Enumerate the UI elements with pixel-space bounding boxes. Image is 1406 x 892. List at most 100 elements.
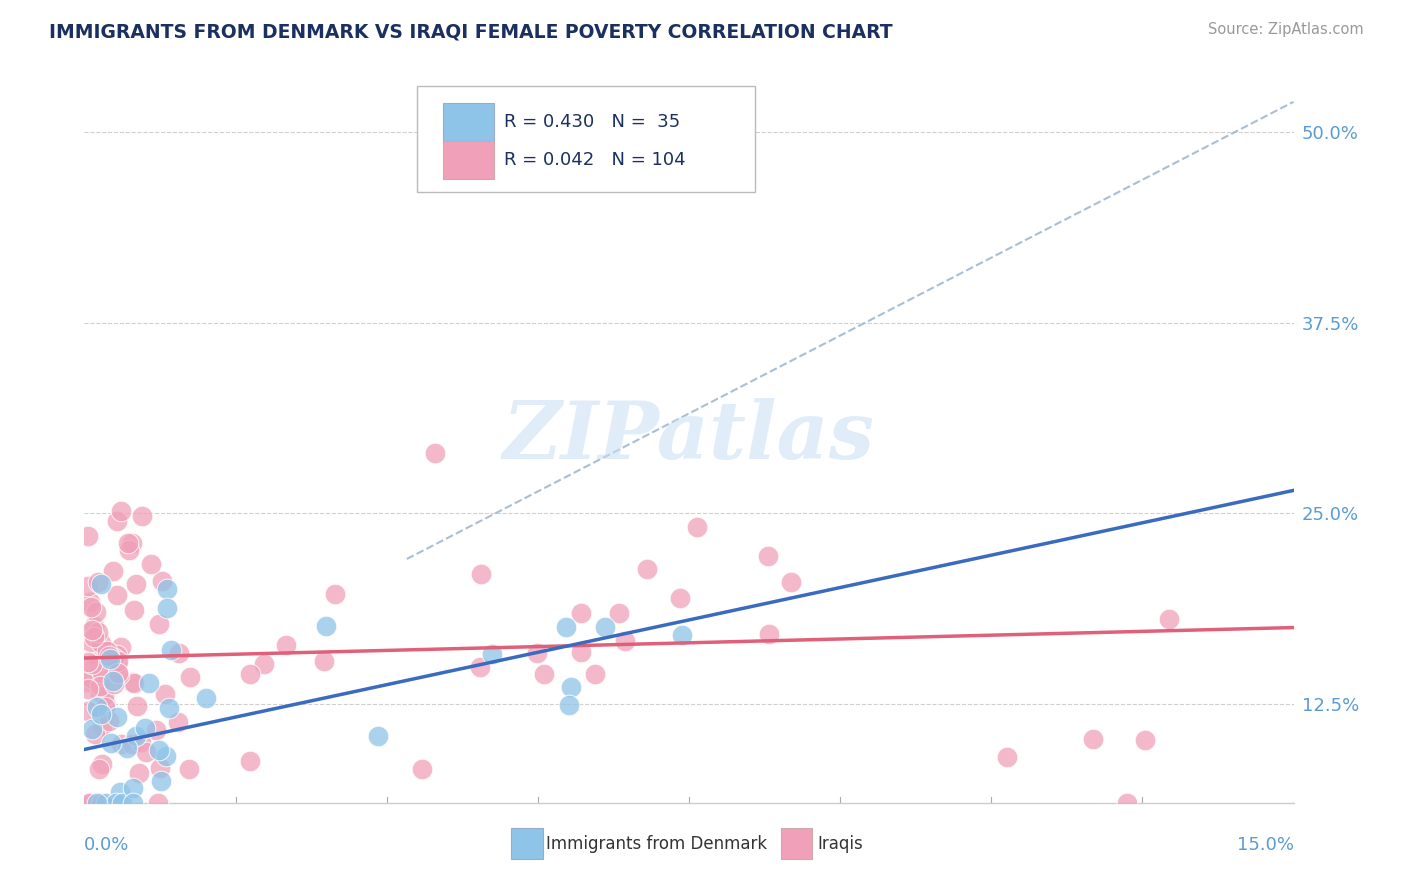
Point: [93, 643, 115, 657]
Point: [107, 665, 129, 680]
Point: [82, 722, 104, 736]
FancyBboxPatch shape: [443, 103, 495, 141]
Point: [86, 796, 108, 810]
Point: [526, 646, 548, 660]
Point: [80, 624, 103, 638]
Point: [593, 620, 616, 634]
Point: [315, 619, 337, 633]
Point: [90, 636, 112, 650]
Point: [110, 640, 132, 655]
Point: [155, 687, 177, 701]
Point: [86, 606, 108, 620]
FancyBboxPatch shape: [512, 829, 543, 859]
Point: [121, 536, 143, 550]
Point: [77, 675, 100, 690]
Point: [128, 766, 150, 780]
Point: [156, 601, 179, 615]
Point: [87, 574, 110, 589]
Point: [77, 704, 100, 718]
Point: [274, 639, 297, 653]
Point: [84, 727, 107, 741]
Point: [108, 667, 131, 681]
Point: [129, 735, 152, 749]
Point: [1133, 732, 1156, 747]
Point: [169, 646, 191, 660]
Point: [80, 599, 103, 614]
Point: [167, 714, 190, 729]
Point: [127, 699, 149, 714]
Point: [148, 743, 170, 757]
Point: [145, 723, 167, 738]
Point: [122, 796, 145, 810]
Point: [312, 655, 335, 669]
Point: [156, 582, 179, 597]
Point: [560, 680, 582, 694]
Point: [239, 754, 262, 768]
Point: [93, 699, 115, 714]
Point: [121, 675, 143, 690]
Text: ZIPatlas: ZIPatlas: [503, 399, 875, 475]
Point: [122, 675, 145, 690]
Point: [122, 781, 145, 796]
Point: [411, 762, 433, 776]
Point: [607, 606, 630, 620]
Point: [91, 718, 114, 732]
Point: [89, 679, 111, 693]
Point: [569, 606, 592, 620]
Text: R = 0.430   N =  35: R = 0.430 N = 35: [503, 112, 681, 131]
Point: [91, 757, 114, 772]
Point: [110, 796, 132, 810]
Text: Immigrants from Denmark: Immigrants from Denmark: [547, 835, 768, 853]
Point: [77, 579, 100, 593]
Point: [83, 630, 105, 644]
Point: [80, 634, 103, 648]
Point: [686, 520, 709, 534]
Point: [77, 796, 100, 810]
Point: [149, 761, 172, 775]
Point: [780, 575, 803, 590]
Point: [1081, 732, 1104, 747]
Text: Source: ZipAtlas.com: Source: ZipAtlas.com: [1208, 22, 1364, 37]
Point: [77, 528, 100, 542]
Point: [105, 796, 128, 810]
Point: [98, 714, 121, 728]
Point: [139, 557, 162, 571]
Point: [179, 670, 201, 684]
Point: [134, 721, 156, 735]
Point: [146, 796, 169, 810]
Point: [94, 697, 117, 711]
Point: [470, 660, 492, 674]
Point: [995, 749, 1018, 764]
Point: [758, 627, 780, 641]
Text: 0.0%: 0.0%: [84, 837, 129, 855]
Text: Iraqis: Iraqis: [817, 835, 863, 853]
Point: [105, 657, 128, 671]
Point: [90, 796, 112, 810]
Point: [110, 737, 132, 751]
Point: [100, 736, 122, 750]
Point: [80, 657, 103, 672]
Point: [157, 701, 180, 715]
Point: [425, 446, 447, 460]
Point: [150, 773, 173, 788]
Point: [671, 628, 693, 642]
Point: [103, 651, 125, 665]
Point: [77, 655, 100, 669]
Point: [96, 643, 118, 657]
Point: [103, 677, 125, 691]
Point: [105, 588, 128, 602]
Point: [103, 673, 125, 688]
Point: [94, 649, 117, 664]
Point: [80, 671, 103, 685]
Point: [367, 730, 389, 744]
Point: [87, 762, 110, 776]
Point: [94, 796, 117, 810]
Point: [77, 681, 100, 696]
Point: [105, 796, 128, 810]
Point: [569, 645, 592, 659]
Point: [83, 619, 105, 633]
Point: [1159, 612, 1181, 626]
Point: [138, 676, 160, 690]
Point: [148, 617, 170, 632]
Point: [110, 504, 132, 518]
